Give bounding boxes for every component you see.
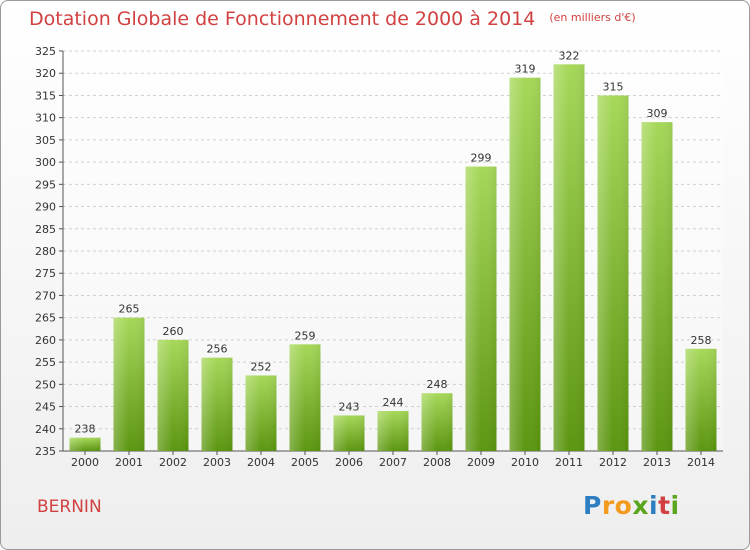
- y-tick-label: 280: [35, 245, 56, 258]
- x-tick-label: 2004: [247, 456, 275, 469]
- y-tick-label: 240: [35, 423, 56, 436]
- data-label: 322: [559, 49, 580, 62]
- logo-letter: i: [649, 491, 659, 520]
- y-tick-label: 285: [35, 223, 56, 236]
- x-tick-label: 2014: [687, 456, 715, 469]
- x-tick-label: 2011: [555, 456, 583, 469]
- y-tick-label: 255: [35, 356, 56, 369]
- x-tick-label: 2010: [511, 456, 539, 469]
- y-tick-label: 295: [35, 178, 56, 191]
- y-tick-label: 265: [35, 312, 56, 325]
- y-tick-label: 275: [35, 267, 56, 280]
- x-tick-label: 2013: [643, 456, 671, 469]
- y-tick-label: 260: [35, 334, 56, 347]
- y-tick-label: 250: [35, 378, 56, 391]
- data-label: 299: [471, 152, 492, 165]
- bar-shine: [597, 95, 629, 451]
- bar-shine: [641, 122, 673, 451]
- y-tick-label: 310: [35, 112, 56, 125]
- data-label: 319: [515, 63, 536, 76]
- data-label: 238: [75, 423, 96, 436]
- x-tick-label: 2005: [291, 456, 319, 469]
- y-tick-label: 245: [35, 401, 56, 414]
- data-label: 315: [603, 80, 624, 93]
- bar-shine: [377, 411, 409, 451]
- y-tick-label: 290: [35, 201, 56, 214]
- chart-title-text: Dotation Globale de Fonctionnement de 20…: [29, 8, 536, 30]
- data-label: 258: [691, 334, 712, 347]
- x-tick-label: 2001: [115, 456, 143, 469]
- data-label: 244: [383, 396, 404, 409]
- proxiti-logo: Proxiti: [583, 491, 680, 520]
- y-tick-label: 305: [35, 134, 56, 147]
- x-tick-label: 2002: [159, 456, 187, 469]
- logo-letter: r: [601, 491, 615, 520]
- bar-shine: [553, 64, 585, 452]
- y-tick-label: 300: [35, 156, 56, 169]
- x-tick-label: 2007: [379, 456, 407, 469]
- logo-letter: i: [670, 491, 680, 520]
- y-tick-label: 315: [35, 89, 56, 102]
- chart-title: Dotation Globale de Fonctionnement de 20…: [29, 8, 636, 30]
- data-label: 259: [295, 329, 316, 342]
- data-label: 243: [339, 400, 360, 413]
- bar-shine: [421, 393, 453, 451]
- data-label: 248: [427, 378, 448, 391]
- y-tick-label: 235: [35, 445, 56, 458]
- commune-name: BERNIN: [37, 497, 102, 517]
- bar-shine: [333, 415, 365, 451]
- x-tick-label: 2012: [599, 456, 627, 469]
- bar-shine: [289, 344, 321, 451]
- bar-shine: [465, 166, 497, 452]
- x-tick-label: 2009: [467, 456, 495, 469]
- bar-shine: [69, 437, 101, 451]
- bar-shine: [245, 375, 277, 451]
- data-label: 256: [207, 343, 228, 356]
- bar-shine: [509, 77, 541, 452]
- y-tick-label: 320: [35, 67, 56, 80]
- data-label: 252: [251, 360, 272, 373]
- logo-letter: P: [583, 491, 602, 520]
- data-label: 309: [647, 107, 668, 120]
- y-tick-label: 270: [35, 289, 56, 302]
- logo-letter: o: [614, 491, 633, 520]
- bar-shine: [685, 348, 717, 451]
- bar-shine: [201, 357, 233, 451]
- x-tick-label: 2000: [71, 456, 99, 469]
- x-tick-label: 2003: [203, 456, 231, 469]
- x-tick-label: 2008: [423, 456, 451, 469]
- logo-letter: x: [632, 491, 649, 520]
- data-label: 265: [119, 303, 140, 316]
- bar-shine: [113, 317, 145, 451]
- unit-label: (en milliers d'€): [549, 11, 636, 24]
- bar-shine: [157, 339, 189, 451]
- logo-letter: t: [658, 491, 671, 520]
- x-tick-label: 2006: [335, 456, 363, 469]
- data-label: 260: [163, 325, 184, 338]
- y-tick-label: 325: [35, 45, 56, 58]
